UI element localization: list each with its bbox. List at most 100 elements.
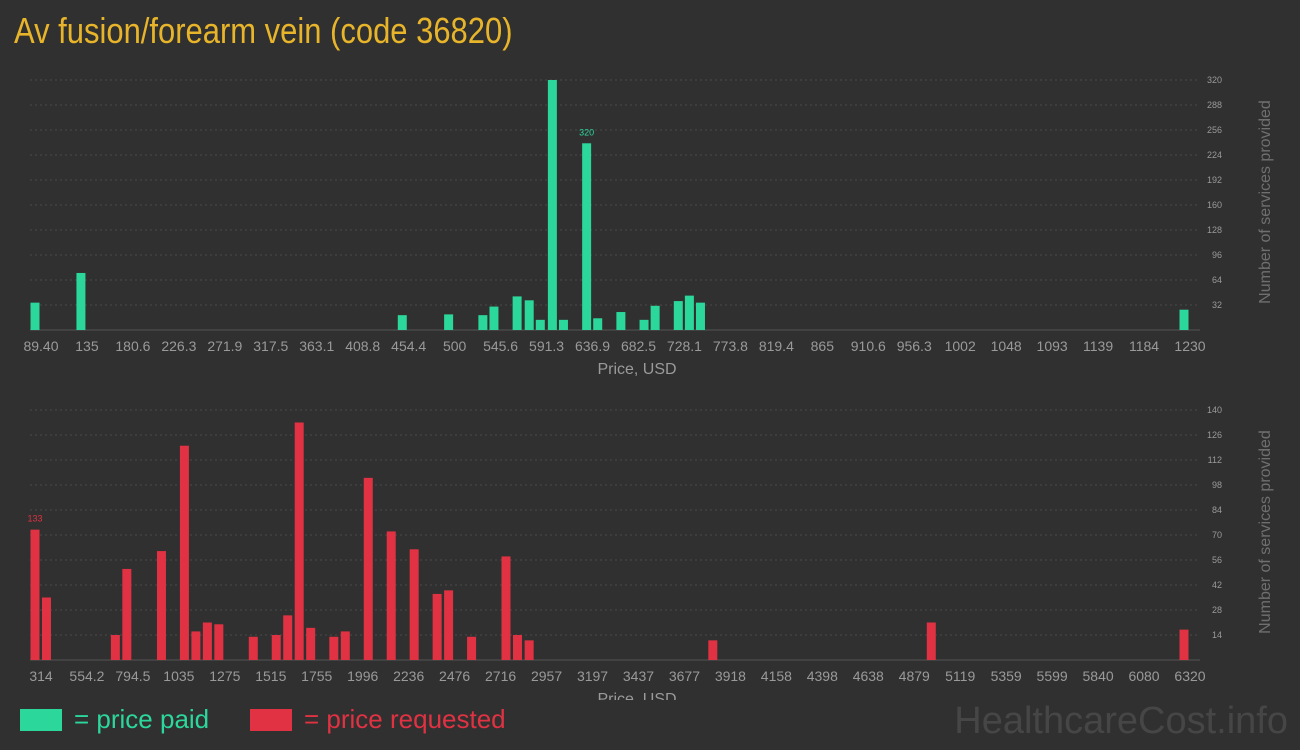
y-tick-label: 256 [1207, 125, 1222, 135]
page-title: Av fusion/forearm vein (code 36820) [14, 10, 513, 51]
x-tick-label: 4398 [807, 668, 838, 684]
x-axis-label: Price, USD [597, 361, 676, 378]
bar [110, 635, 120, 660]
x-tick-label: 865 [811, 338, 835, 354]
charts-area: 32 64 96 128 160 192 224 256 288 320 89.40 135 180.6… [23, 75, 1274, 700]
price-paid-chart: 32 64 96 128 160 192 224 256 288 320 89.40 135 180.6… [23, 75, 1274, 378]
bar [593, 318, 603, 330]
bar [432, 593, 442, 660]
bar [329, 636, 339, 660]
bar [409, 549, 419, 660]
y-tick-label: 160 [1207, 200, 1222, 210]
bar [695, 302, 705, 330]
bar [386, 531, 396, 660]
x-tick-label: 363.1 [299, 338, 334, 354]
y-tick-label: 28 [1212, 605, 1222, 615]
x-tick-label: 3437 [623, 668, 654, 684]
bar [271, 635, 281, 660]
bar [524, 300, 534, 330]
price-requested-chart: 14 28 42 56 70 84 98 112 126 140 314 554.2 794.5 1035… [27, 405, 1274, 700]
x-tick-label: 956.3 [897, 338, 932, 354]
bar [397, 315, 407, 330]
x-tick-label: 2236 [393, 668, 424, 684]
bar [444, 314, 454, 330]
legend-label-requested: = price requested [304, 704, 506, 734]
y-tick-label: 64 [1212, 275, 1222, 285]
x-tick-label: 3677 [669, 668, 700, 684]
x-tick-label: 1048 [991, 338, 1022, 354]
bar [191, 631, 201, 660]
x-tick-label: 89.40 [23, 338, 58, 354]
x-tick-label: 1139 [1083, 338, 1113, 354]
y-tick-label: 320 [1207, 75, 1222, 85]
x-tick-label: 819.4 [759, 338, 794, 354]
x-tick-label: 1996 [347, 668, 378, 684]
legend-swatch-paid [20, 708, 62, 731]
x-tick-label: 4638 [853, 668, 884, 684]
bar [363, 477, 373, 660]
x-tick-label: 454.4 [391, 338, 426, 354]
x-tick-label: 554.2 [69, 668, 104, 684]
peak-data-label: 320 [579, 127, 594, 137]
bar [558, 319, 568, 330]
x-tick-label: 408.8 [345, 338, 380, 354]
x-tick-label: 4158 [761, 668, 792, 684]
y-tick-label: 224 [1207, 150, 1222, 160]
x-tick-label: 180.6 [115, 338, 150, 354]
y-tick-label: 42 [1212, 580, 1222, 590]
x-tick-label: 794.5 [115, 668, 150, 684]
x-tick-label: 135 [75, 338, 99, 354]
x-tick-label: 6320 [1174, 668, 1205, 684]
x-tick-label: 682.5 [621, 338, 656, 354]
x-tick-label: 3197 [577, 668, 608, 684]
y-tick-label: 32 [1212, 300, 1222, 310]
bar [444, 590, 454, 660]
bar [41, 597, 51, 660]
y-tick-label: 128 [1207, 225, 1222, 235]
x-tick-label: 317.5 [253, 338, 288, 354]
bar [467, 636, 477, 660]
bar [524, 640, 534, 660]
bar [306, 627, 316, 660]
bar [547, 80, 557, 330]
bar [478, 315, 488, 330]
bar [283, 615, 293, 660]
x-tick-label: 2716 [485, 668, 516, 684]
x-tick-label: 4879 [899, 668, 930, 684]
legend-price-requested: = price requested [250, 704, 506, 735]
bar [535, 319, 545, 330]
x-tick-label: 1002 [945, 338, 976, 354]
bar [156, 551, 166, 660]
bar [294, 422, 304, 660]
x-tick-label: 314 [29, 668, 53, 684]
legend-price-paid: = price paid [20, 704, 209, 735]
y-tick-label: 56 [1212, 555, 1222, 565]
bar [248, 636, 258, 660]
x-tick-label: 5599 [1037, 668, 1068, 684]
bar [684, 295, 694, 330]
bar [1179, 309, 1189, 330]
x-tick-label: 5119 [945, 668, 975, 684]
x-tick-label: 5840 [1083, 668, 1114, 684]
y-tick-label: 140 [1207, 405, 1222, 415]
bar [639, 319, 649, 330]
y-tick-label: 192 [1207, 175, 1222, 185]
bar [708, 640, 718, 660]
x-tick-label: 226.3 [161, 338, 196, 354]
y-axis-label: Number of services provided [1257, 100, 1274, 304]
bar [926, 622, 936, 660]
bar [512, 635, 522, 660]
y-tick-label: 288 [1207, 100, 1222, 110]
x-tick-label: 1515 [255, 668, 286, 684]
x-tick-label: 1184 [1129, 338, 1159, 354]
x-tick-label: 636.9 [575, 338, 610, 354]
x-tick-label: 2957 [531, 668, 562, 684]
x-tick-label: 5359 [991, 668, 1022, 684]
x-tick-label: 910.6 [851, 338, 886, 354]
x-tick-label: 591.3 [529, 338, 564, 354]
x-tick-label: 1755 [301, 668, 332, 684]
watermark: HealthcareCost.info [954, 700, 1288, 742]
bar [582, 143, 592, 330]
bar [650, 305, 660, 330]
bar [673, 301, 683, 330]
